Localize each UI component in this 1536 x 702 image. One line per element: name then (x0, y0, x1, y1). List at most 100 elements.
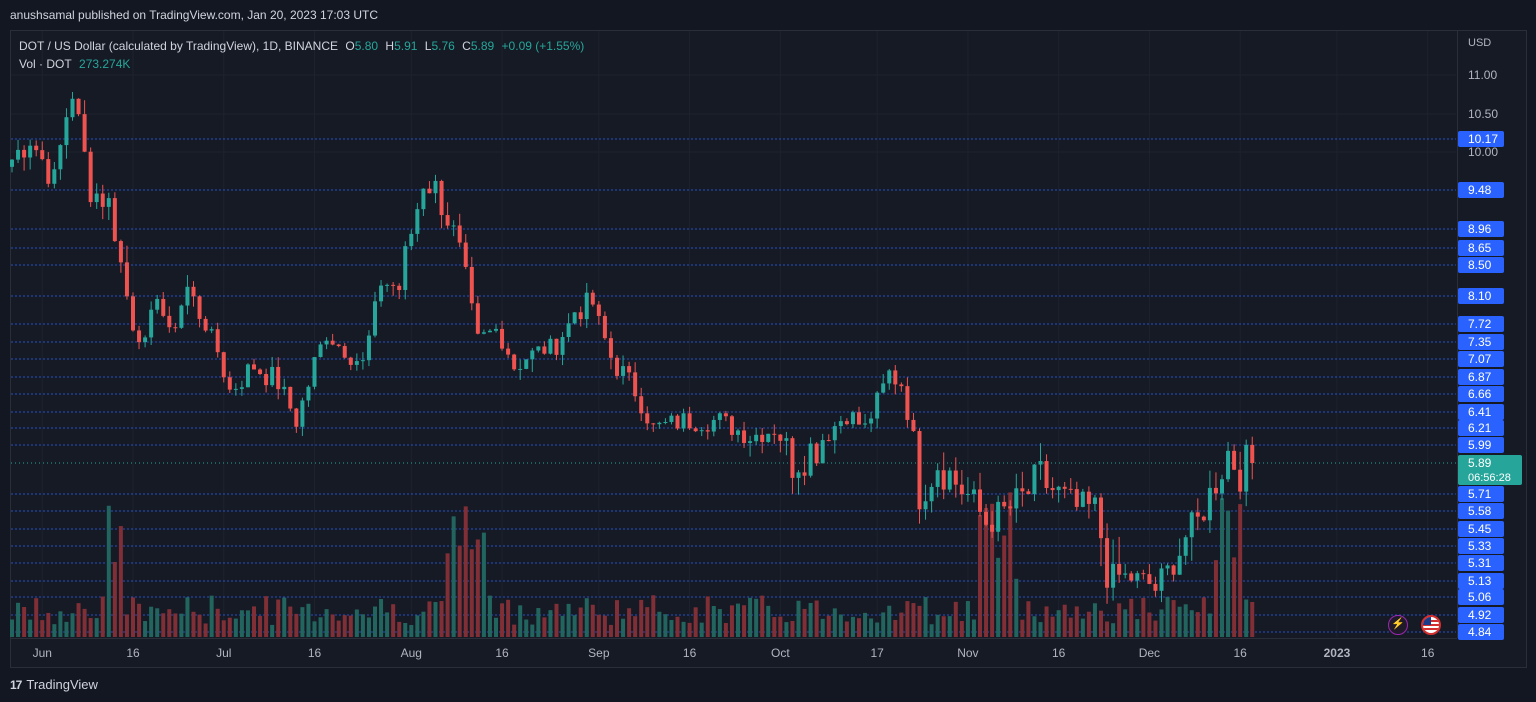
volume-bar (64, 621, 69, 637)
volume-bar (1050, 616, 1055, 637)
candle-body (1020, 488, 1025, 492)
volume-bar (1056, 610, 1061, 637)
volume-bar (276, 599, 281, 637)
volume-bar (306, 603, 311, 637)
volume-bar (887, 605, 892, 637)
flash-icon[interactable]: ⚡ (1388, 615, 1408, 635)
volume-bar (197, 614, 202, 637)
price-tag-box (1458, 538, 1504, 554)
price-tag-box (1458, 420, 1504, 436)
volume-bar (1232, 557, 1237, 637)
candle-body (820, 440, 825, 464)
volume-bar (512, 624, 517, 637)
candle-body (1123, 573, 1128, 575)
volume-bar (100, 596, 105, 637)
price-axis-tick: 10.00 (1468, 145, 1498, 159)
volume-bar (705, 596, 710, 637)
volume-bar (1099, 610, 1103, 637)
candle-body (645, 413, 650, 424)
volume-bar (1092, 603, 1097, 637)
candle-body (1117, 563, 1122, 575)
legend-close-label: C (462, 39, 471, 53)
volume-bar (1195, 612, 1200, 637)
candle-body (566, 323, 571, 338)
candle-body (899, 384, 904, 387)
legend-volume-label[interactable]: Vol · DOT (19, 57, 72, 71)
candle-body (421, 188, 426, 210)
volume-bar (191, 611, 196, 637)
volume-bar (941, 616, 946, 637)
volume-bar (742, 605, 747, 637)
volume-bar (766, 605, 771, 637)
candle-body (173, 327, 178, 329)
volume-bar (245, 610, 250, 637)
time-axis-label: 16 (495, 646, 509, 660)
volume-bar (391, 604, 396, 637)
candle-body (1147, 574, 1152, 584)
candle-body (705, 430, 710, 432)
volume-bar (52, 624, 57, 637)
volume-bar (990, 503, 995, 637)
volume-bar (838, 614, 843, 637)
candle-body (596, 304, 601, 316)
volume-bar (832, 608, 837, 637)
candles (10, 92, 1255, 604)
candle-body (342, 346, 347, 358)
legend-symbol[interactable]: DOT / US Dollar (calculated by TradingVi… (19, 39, 339, 53)
volume-bar (106, 505, 111, 637)
candle-body (227, 377, 232, 390)
candle-body (760, 434, 765, 442)
last-price-tag-box (1458, 455, 1522, 485)
price-axis-divider (1457, 30, 1458, 638)
volume-bar (953, 601, 958, 637)
volume-bar (590, 604, 595, 637)
volume-bar (875, 622, 880, 637)
candle-body (736, 430, 740, 435)
volume-bar (717, 609, 722, 637)
candle-body (1183, 537, 1188, 556)
chart-pane[interactable] (10, 30, 1527, 668)
price-tag-label: 5.06 (1468, 590, 1492, 604)
volume-bar (494, 617, 498, 637)
candle-body (409, 233, 414, 247)
volume-bar (288, 606, 293, 637)
candle-body (911, 419, 916, 432)
volume-bar (451, 516, 456, 637)
candle-body (1008, 506, 1013, 509)
candle-body (282, 386, 287, 390)
candle-body (959, 484, 964, 495)
volume-bar (596, 614, 601, 637)
price-tag-label: 7.07 (1468, 352, 1492, 366)
tradingview-logo[interactable]: 17 TradingView (10, 677, 98, 692)
candle-body (500, 328, 505, 349)
price-tag-box (1458, 503, 1504, 519)
legend-ohlc-row: DOT / US Dollar (calculated by TradingVi… (19, 37, 584, 55)
candle-body (258, 369, 263, 375)
volume-bar (1044, 606, 1049, 637)
candle-body (838, 421, 843, 427)
price-tag-label: 4.84 (1468, 625, 1492, 639)
grid-lines (11, 31, 1456, 637)
candle-body (445, 215, 450, 226)
candle-body (1141, 573, 1146, 575)
candle-body (373, 301, 377, 336)
us-flag-icon[interactable] (1421, 615, 1441, 635)
volume-bar (669, 620, 674, 637)
candle-body (887, 370, 892, 384)
time-axis-label: 16 (1052, 646, 1066, 660)
candle-body (844, 421, 849, 425)
volume-bar (802, 608, 807, 637)
price-tag-box (1458, 624, 1504, 640)
volume-bar (911, 603, 916, 637)
price-tag-label: 7.35 (1468, 335, 1492, 349)
volume-bar (530, 624, 535, 637)
volume-bar (409, 624, 414, 637)
candle-body (94, 193, 99, 203)
candle-body (149, 309, 154, 338)
candle-body (772, 433, 777, 435)
volume-bar (1129, 598, 1134, 637)
volume-bar (1244, 599, 1249, 637)
candle-body (602, 315, 607, 339)
volume-bar (627, 608, 632, 637)
